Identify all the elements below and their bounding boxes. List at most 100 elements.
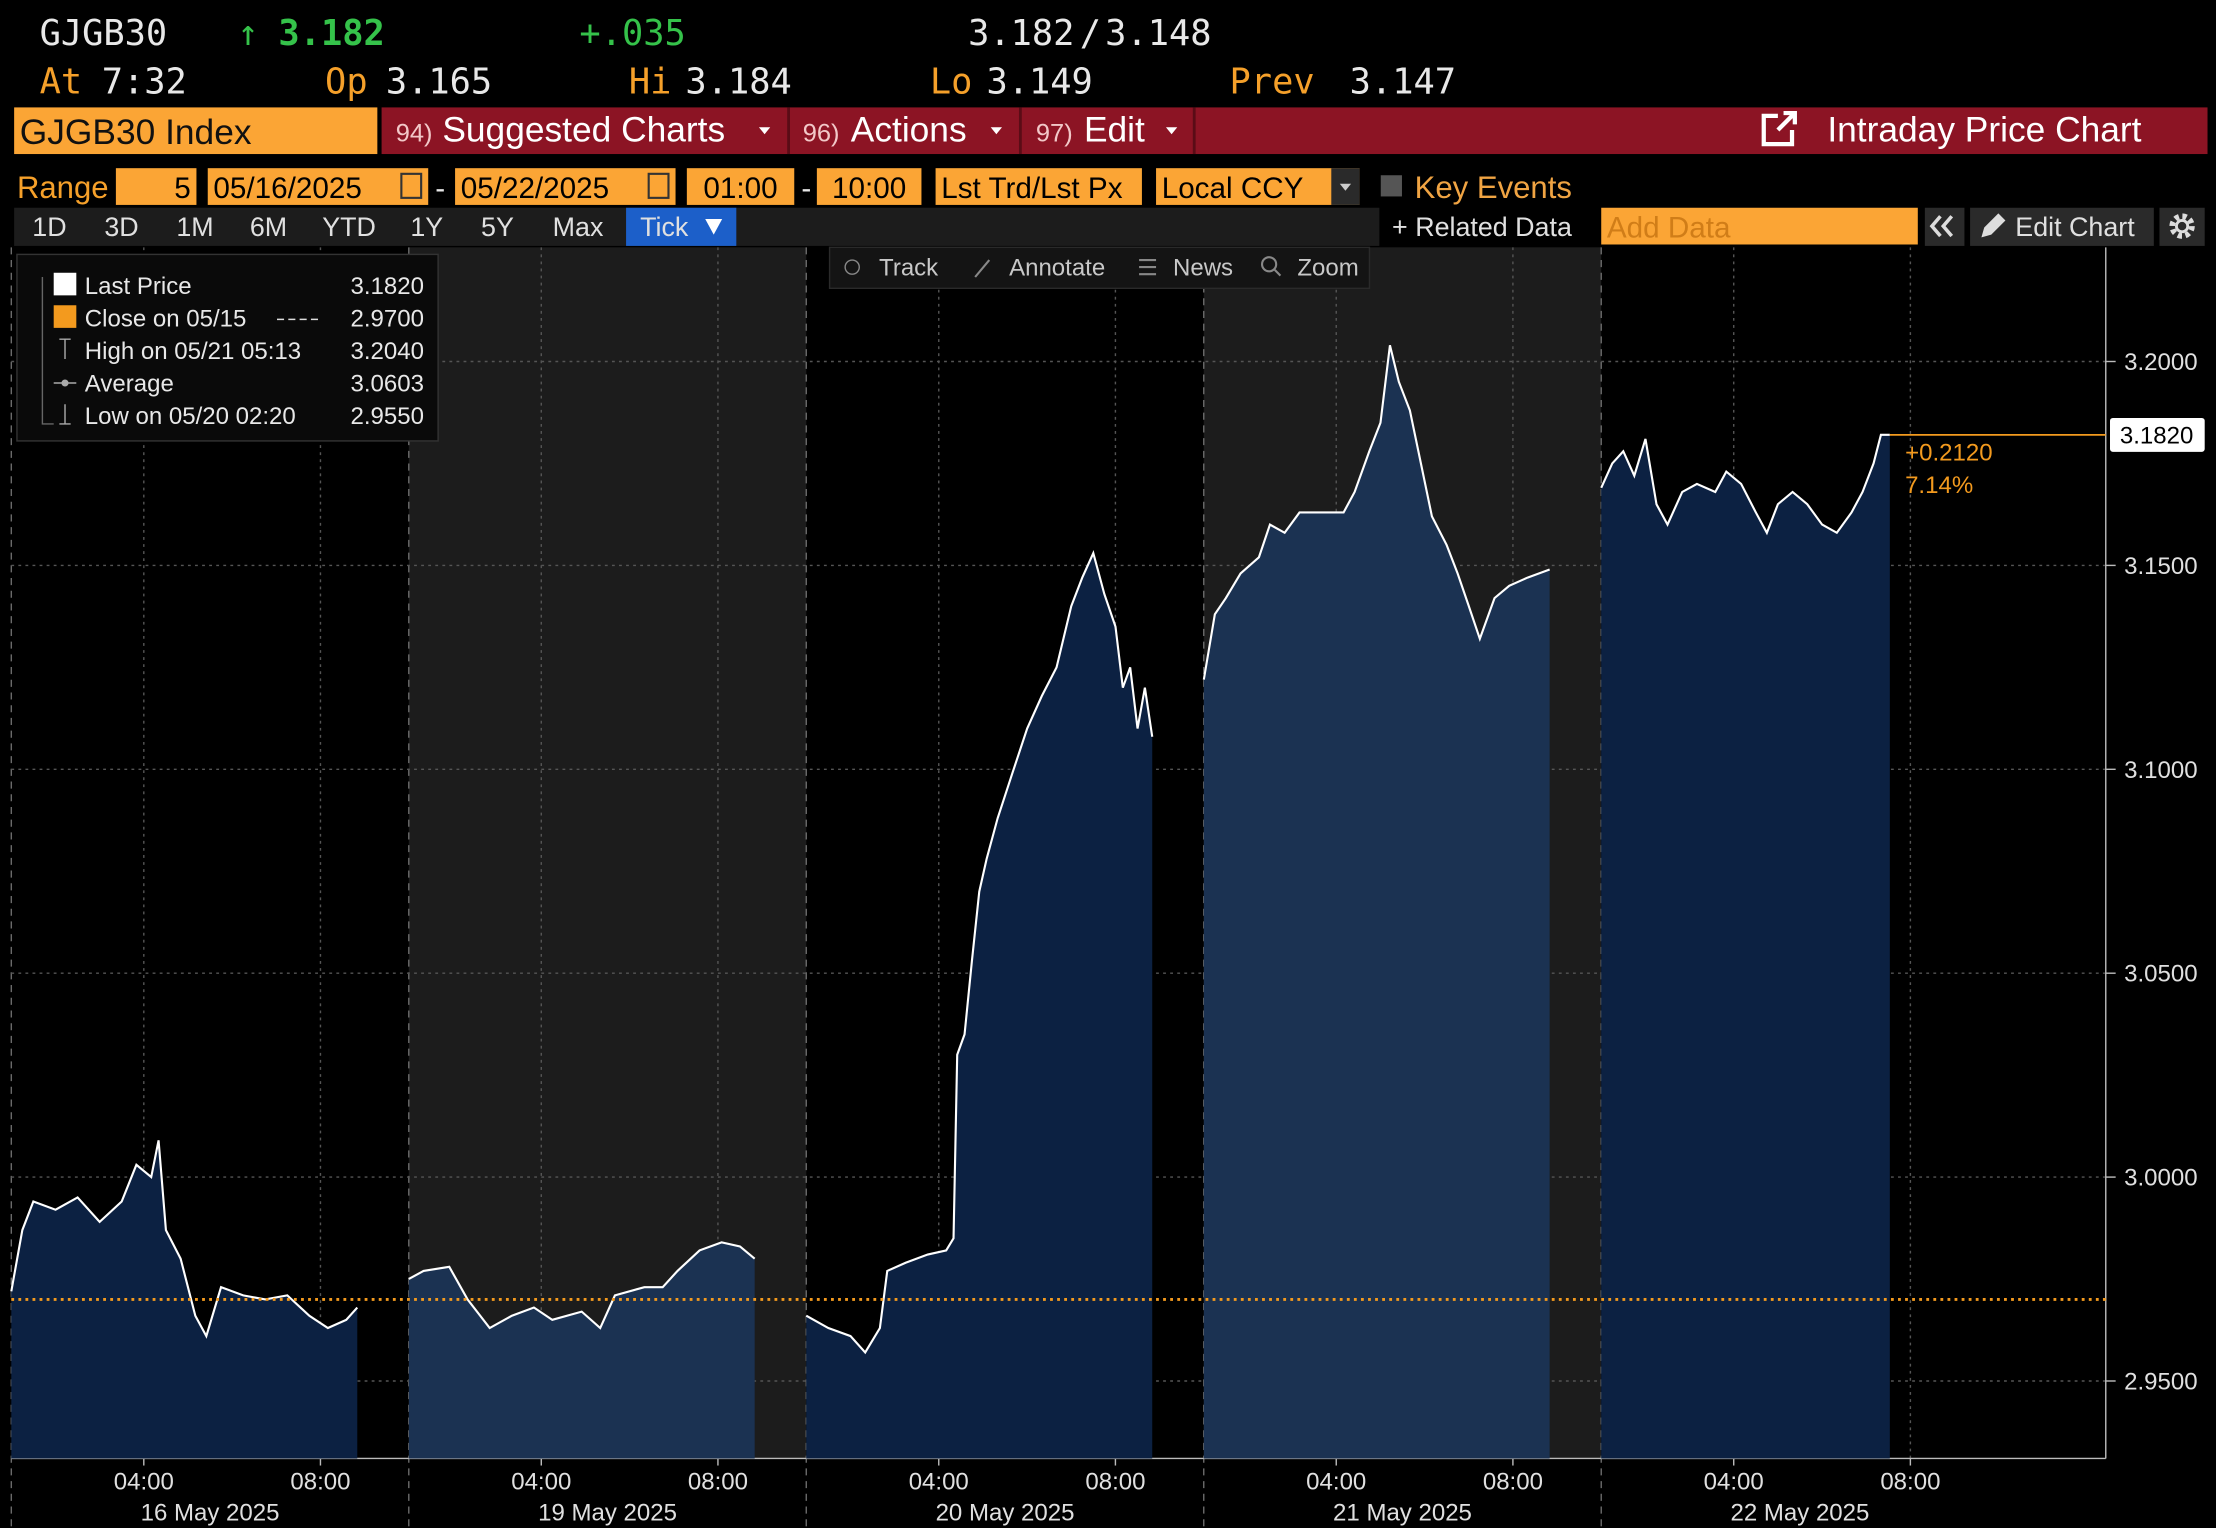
settings-button[interactable] xyxy=(2159,207,2205,246)
range-count[interactable]: 5 xyxy=(174,172,191,205)
day-label: 19 May 2025 xyxy=(538,1500,677,1527)
x-tick-label: 04:00 xyxy=(114,1469,174,1496)
net-change: +.035 xyxy=(579,13,685,54)
legend-label: High on 05/21 05:13 xyxy=(85,338,301,365)
period-button[interactable]: 3D xyxy=(104,212,138,242)
zoom-icon[interactable] xyxy=(1274,269,1282,277)
last-price: 3.182 xyxy=(278,13,384,54)
tool-news[interactable]: News xyxy=(1173,255,1233,282)
gear-icon[interactable] xyxy=(2169,213,2195,239)
price-area xyxy=(806,553,1153,1459)
annotate-icon[interactable] xyxy=(974,259,991,278)
last-price-tag-label: 3.1820 xyxy=(2120,422,2193,449)
menu-key[interactable]: 94) xyxy=(396,119,433,147)
news-icon[interactable] xyxy=(1139,258,1157,276)
y-tick-label: 3.2000 xyxy=(2124,349,2197,376)
input[interactable] xyxy=(207,168,429,205)
chart-toolbar xyxy=(828,246,1371,290)
legend-value: 3.2040 xyxy=(351,338,424,365)
day-label: 21 May 2025 xyxy=(1333,1500,1472,1527)
related-data[interactable]: + Related Data xyxy=(1392,212,1572,242)
tool-annotate[interactable]: Annotate xyxy=(1009,255,1105,282)
low-icon xyxy=(59,404,71,425)
tool-track[interactable]: Track xyxy=(879,255,939,282)
collapse-icon[interactable] xyxy=(1929,215,1954,238)
window-title: Intraday Price Chart xyxy=(1827,110,2141,149)
dropdown-icon[interactable] xyxy=(758,127,771,135)
input[interactable] xyxy=(115,168,197,205)
prev-label: Prev xyxy=(1230,61,1315,102)
x-tick-label: 08:00 xyxy=(290,1469,350,1496)
tool-zoom[interactable]: Zoom xyxy=(1297,255,1358,282)
security-box[interactable] xyxy=(14,107,378,155)
period-button[interactable]: YTD xyxy=(322,212,376,242)
popout-icon[interactable] xyxy=(1761,110,1797,147)
y-tick-label: 2.9500 xyxy=(2124,1368,2197,1395)
period-button[interactable]: 1M xyxy=(176,212,213,242)
input[interactable] xyxy=(455,168,676,205)
gear-icon[interactable] xyxy=(2175,219,2190,234)
end-date[interactable]: 05/22/2025 xyxy=(461,172,609,205)
ticker: GJGB30 xyxy=(40,13,168,54)
start-time[interactable]: 01:00 xyxy=(703,172,777,205)
input[interactable] xyxy=(686,168,795,205)
checkbox[interactable] xyxy=(1380,175,1402,197)
edit-chart[interactable]: Edit Chart xyxy=(2015,212,2135,242)
price-line xyxy=(10,1140,359,1339)
menu-item[interactable]: Edit xyxy=(1084,110,1145,149)
at-label: At xyxy=(40,61,83,102)
dropdown-icon[interactable] xyxy=(1165,127,1178,135)
start-date[interactable]: 05/16/2025 xyxy=(213,172,361,205)
range-separator: - xyxy=(435,172,445,205)
price-line xyxy=(408,1241,756,1330)
period-button[interactable]: 6M xyxy=(250,212,287,242)
input[interactable] xyxy=(816,168,922,205)
add-data-input[interactable] xyxy=(1601,207,1918,245)
edit-chart-button[interactable] xyxy=(1970,207,2154,246)
change-pct-annotation: 7.14% xyxy=(1905,472,1973,499)
price-line xyxy=(805,550,1154,1355)
calendar-icon[interactable] xyxy=(647,172,670,199)
dropdown-icon[interactable] xyxy=(705,219,723,235)
x-tick-label: 04:00 xyxy=(511,1469,571,1496)
dropdown-icon[interactable] xyxy=(990,127,1003,135)
price-line xyxy=(1202,345,1551,680)
menu-item[interactable]: Suggested Charts xyxy=(442,110,725,149)
legend-swatch xyxy=(53,272,77,296)
key-events[interactable]: Key Events xyxy=(1415,170,1572,205)
pencil-icon[interactable] xyxy=(1981,213,2006,238)
input[interactable] xyxy=(935,168,1142,205)
menu-key[interactable]: 97) xyxy=(1036,119,1073,147)
dropdown-icon[interactable] xyxy=(1339,183,1352,191)
period-button[interactable]: Max xyxy=(553,212,604,242)
period-button[interactable]: Tick xyxy=(640,212,689,242)
end-time[interactable]: 10:00 xyxy=(832,172,906,205)
legend-swatch xyxy=(53,305,77,328)
y-tick-label: 3.0500 xyxy=(2124,961,2197,988)
menu-item[interactable]: Actions xyxy=(851,110,967,149)
period-button[interactable]: 1Y xyxy=(410,212,443,242)
currency[interactable]: Local CCY xyxy=(1162,172,1304,205)
add-data-placeholder[interactable]: Add Data xyxy=(1607,211,1731,244)
calendar-icon[interactable] xyxy=(400,172,423,199)
legend-label: Last Price xyxy=(85,273,192,300)
menu-key[interactable]: 96) xyxy=(803,119,840,147)
x-tick-label: 08:00 xyxy=(1880,1469,1940,1496)
price-line xyxy=(1600,433,1890,536)
low-value: 3.149 xyxy=(986,61,1092,102)
input[interactable] xyxy=(1156,168,1360,205)
zoom-icon[interactable] xyxy=(1260,256,1278,273)
price-area xyxy=(1203,345,1550,1459)
security[interactable]: GJGB30 Index xyxy=(20,113,252,152)
period-button[interactable]: 1D xyxy=(32,212,66,242)
high-value: 3.184 xyxy=(685,61,791,102)
legend-box xyxy=(16,253,439,442)
period-button[interactable]: 5Y xyxy=(481,212,514,242)
low-label: Lo xyxy=(930,61,973,102)
day-label: 20 May 2025 xyxy=(936,1500,1075,1527)
legend-label: Close on 05/15 xyxy=(85,305,247,332)
price-type[interactable]: Lst Trd/Lst Px xyxy=(941,172,1122,205)
track-icon[interactable] xyxy=(844,259,860,275)
